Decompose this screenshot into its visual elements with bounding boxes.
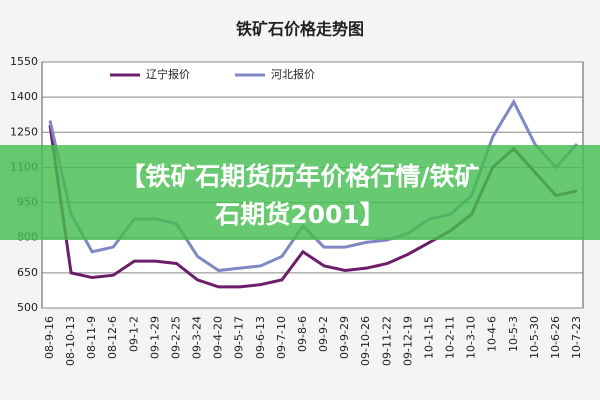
x-tick-label: 09-12-19 <box>401 316 414 366</box>
banner <box>0 145 600 240</box>
x-tick-label: 10-7-23 <box>570 316 583 359</box>
x-tick-label: 09-9-29 <box>338 316 351 359</box>
x-tick-label: 09-1-2 <box>127 316 140 352</box>
x-tick-label: 09-1-29 <box>148 316 161 359</box>
x-tick-label: 09-10-26 <box>359 316 372 366</box>
y-tick-label: 1250 <box>10 125 38 138</box>
x-tick-label: 08-12-6 <box>106 316 119 359</box>
x-tick-label: 10-6-26 <box>549 316 562 359</box>
x-tick-label: 10-4-6 <box>486 316 499 352</box>
x-tick-label: 10-1-15 <box>422 316 435 359</box>
x-tick-label: 09-9-2 <box>317 316 330 352</box>
x-tick-label: 09-11-22 <box>380 316 393 366</box>
legend-label: 河北报价 <box>271 67 315 81</box>
x-tick-label: 09-4-20 <box>212 316 225 359</box>
y-tick-label: 500 <box>17 301 38 314</box>
x-tick-label: 09-8-6 <box>296 316 309 352</box>
y-tick-label: 650 <box>17 266 38 279</box>
y-tick-label: 1550 <box>10 55 38 68</box>
x-tick-label: 09-6-13 <box>254 316 267 359</box>
x-tick-label: 10-5-3 <box>507 316 520 352</box>
x-tick-label: 09-3-24 <box>191 316 204 359</box>
banner-text: 【铁矿石期货历年价格行情/铁矿 <box>120 162 479 191</box>
x-tick-label: 08-10-13 <box>64 316 77 366</box>
x-tick-label: 09-7-10 <box>275 316 288 359</box>
x-tick-label: 08-9-16 <box>43 316 56 359</box>
x-tick-label: 10-3-10 <box>465 316 478 359</box>
legend-label: 辽宁报价 <box>146 67 190 81</box>
y-tick-label: 1400 <box>10 90 38 103</box>
x-tick-label: 09-5-17 <box>233 316 246 359</box>
x-tick-label: 09-2-25 <box>169 316 182 359</box>
x-tick-label: 10-5-30 <box>528 316 541 359</box>
chart-title: 铁矿石价格走势图 <box>236 20 364 39</box>
banner-text: 石期货2001】 <box>214 200 385 229</box>
x-tick-label: 08-11-9 <box>85 316 98 359</box>
x-tick-label: 10-2-11 <box>444 316 457 359</box>
